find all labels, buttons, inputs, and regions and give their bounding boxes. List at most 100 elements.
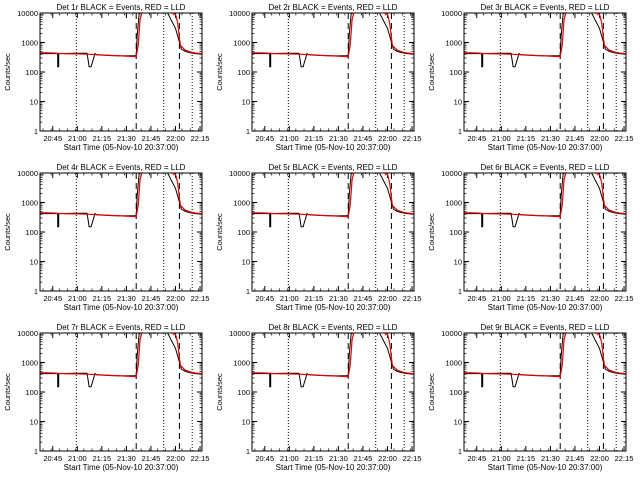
lld-series-line xyxy=(252,13,414,58)
x-tick-label: 21:45 xyxy=(142,294,161,303)
detector-panel: Det 8r BLACK = Events, RED = LLD 1 10 100 10… xyxy=(215,323,421,472)
y-tick-label: 100 xyxy=(25,228,38,237)
x-tick-label: 21:00 xyxy=(492,454,511,463)
x-tick-label: 21:15 xyxy=(516,134,535,143)
detector-panel: Det 3r BLACK = Events, RED = LLD 1 10 100 10… xyxy=(427,3,633,152)
x-tick-label: 22:00 xyxy=(378,454,397,463)
y-tick-label: 10000 xyxy=(17,169,38,178)
panel-title: Det 4r BLACK = Events, RED = LLD xyxy=(57,163,186,172)
x-tick-label: 22:15 xyxy=(403,294,422,303)
lld-series-line xyxy=(40,173,202,218)
lld-series-line xyxy=(252,173,414,218)
x-axis-title: Start Time (05-Nov-10 20:37:00) xyxy=(276,463,391,472)
y-tick-label: 1 xyxy=(34,127,38,136)
panel-title: Det 9r BLACK = Events, RED = LLD xyxy=(481,323,610,332)
x-axis-title: Start Time (05-Nov-10 20:37:00) xyxy=(64,143,179,152)
plot-frame xyxy=(251,172,415,292)
x-tick-label: 20:45 xyxy=(255,454,274,463)
y-tick-label: 10000 xyxy=(441,169,462,178)
y-tick-label: 1 xyxy=(34,447,38,456)
panel-title: Det 1r BLACK = Events, RED = LLD xyxy=(57,3,186,12)
x-tick-label: 22:15 xyxy=(191,454,210,463)
x-tick-label: 20:45 xyxy=(467,134,486,143)
x-tick-label: 21:15 xyxy=(304,134,323,143)
y-tick-label: 1 xyxy=(246,127,250,136)
x-tick-label: 22:15 xyxy=(403,454,422,463)
x-tick-label: 21:45 xyxy=(566,454,585,463)
x-axis-title: Start Time (05-Nov-10 20:37:00) xyxy=(64,463,179,472)
plot-frame xyxy=(463,332,627,452)
y-tick-label: 10000 xyxy=(441,329,462,338)
y-tick-label: 10 xyxy=(454,258,462,267)
x-axis-title: Start Time (05-Nov-10 20:37:00) xyxy=(276,303,391,312)
x-tick-label: 21:45 xyxy=(354,134,373,143)
x-axis-title: Start Time (05-Nov-10 20:37:00) xyxy=(64,303,179,312)
lld-series-line xyxy=(252,333,414,378)
y-axis-title: Counts/sec xyxy=(3,213,12,251)
series-group xyxy=(252,333,414,388)
x-tick-label: 21:15 xyxy=(92,294,111,303)
x-tick-label: 21:30 xyxy=(329,134,348,143)
panel-title: Det 2r BLACK = Events, RED = LLD xyxy=(269,3,398,12)
y-tick-label: 10 xyxy=(242,98,250,107)
x-tick-label: 21:00 xyxy=(68,294,87,303)
series-group xyxy=(464,173,626,228)
x-tick-label: 22:15 xyxy=(615,454,634,463)
y-axis-title: Counts/sec xyxy=(3,373,12,411)
x-tick-label: 20:45 xyxy=(255,294,274,303)
detector-panel: Det 9r BLACK = Events, RED = LLD 1 10 100 10… xyxy=(427,323,633,472)
x-tick-label: 21:00 xyxy=(280,454,299,463)
x-tick-label: 22:15 xyxy=(403,134,422,143)
y-tick-label: 10 xyxy=(454,98,462,107)
y-tick-label: 1000 xyxy=(21,199,38,208)
series-group xyxy=(464,333,626,388)
x-tick-label: 21:00 xyxy=(68,454,87,463)
x-tick-label: 20:45 xyxy=(467,294,486,303)
x-tick-label: 21:15 xyxy=(92,454,111,463)
events-series-line xyxy=(464,333,626,388)
y-tick-label: 1000 xyxy=(233,199,250,208)
y-tick-label: 10 xyxy=(242,418,250,427)
x-tick-label: 21:30 xyxy=(117,294,136,303)
x-tick-label: 20:45 xyxy=(467,454,486,463)
detector-panel: Det 4r BLACK = Events, RED = LLD 1 10 100 10… xyxy=(3,163,209,312)
x-tick-label: 22:00 xyxy=(378,134,397,143)
y-tick-label: 1 xyxy=(458,447,462,456)
y-tick-label: 100 xyxy=(237,388,250,397)
events-series-line xyxy=(252,13,414,68)
y-tick-label: 1 xyxy=(458,127,462,136)
x-tick-label: 20:45 xyxy=(255,134,274,143)
x-tick-label: 21:15 xyxy=(92,134,111,143)
y-tick-label: 10 xyxy=(30,258,38,267)
x-tick-label: 21:45 xyxy=(142,454,161,463)
series-group xyxy=(252,173,414,228)
y-tick-label: 100 xyxy=(449,388,462,397)
y-tick-label: 1000 xyxy=(21,39,38,48)
x-tick-label: 21:45 xyxy=(566,134,585,143)
y-tick-label: 1000 xyxy=(445,359,462,368)
x-tick-label: 21:30 xyxy=(117,134,136,143)
plot-frame xyxy=(463,172,627,292)
panel-title: Det 7r BLACK = Events, RED = LLD xyxy=(57,323,186,332)
x-tick-label: 22:00 xyxy=(590,454,609,463)
panel-title: Det 5r BLACK = Events, RED = LLD xyxy=(269,163,398,172)
series-group xyxy=(40,13,202,68)
y-tick-label: 10000 xyxy=(229,169,250,178)
x-tick-label: 22:00 xyxy=(590,294,609,303)
x-axis-title: Start Time (05-Nov-10 20:37:00) xyxy=(488,303,603,312)
lld-series-line xyxy=(40,333,202,378)
y-tick-label: 1 xyxy=(34,287,38,296)
events-series-line xyxy=(40,333,202,388)
detector-panel: Det 7r BLACK = Events, RED = LLD 1 10 100 10… xyxy=(3,323,209,472)
y-axis-title: Counts/sec xyxy=(427,53,436,91)
y-axis-title: Counts/sec xyxy=(215,373,224,411)
x-tick-label: 21:30 xyxy=(329,294,348,303)
plot-frame xyxy=(39,332,203,452)
y-tick-label: 1000 xyxy=(233,359,250,368)
y-tick-label: 1000 xyxy=(233,39,250,48)
x-axis-title: Start Time (05-Nov-10 20:37:00) xyxy=(276,143,391,152)
x-tick-label: 21:15 xyxy=(516,454,535,463)
y-axis-title: Counts/sec xyxy=(427,213,436,251)
y-tick-label: 10000 xyxy=(441,9,462,18)
series-group xyxy=(464,13,626,68)
